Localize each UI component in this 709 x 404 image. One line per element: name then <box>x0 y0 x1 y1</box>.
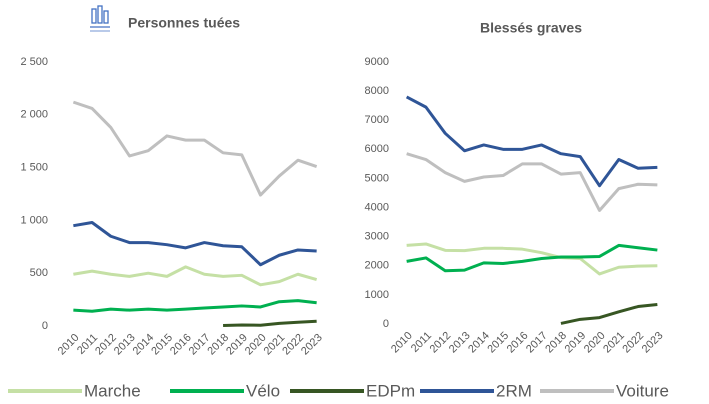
y-tick-label: 2000 <box>365 260 389 272</box>
y-tick-label: 6000 <box>365 143 389 155</box>
x-tick-label: 2014 <box>466 330 492 356</box>
y-tick-label: 1 000 <box>20 214 48 226</box>
x-tick-label: 2018 <box>543 330 569 356</box>
x-tick-label: 2013 <box>447 330 473 356</box>
legend-label: EDPm <box>366 381 415 400</box>
x-tick-label: 2017 <box>524 330 550 356</box>
y-tick-label: 4000 <box>365 201 389 213</box>
x-tick-label: 2012 <box>428 330 454 356</box>
x-tick-label: 2016 <box>505 330 531 356</box>
y-tick-label: 0 <box>383 318 389 330</box>
y-tick-label: 3000 <box>365 231 389 243</box>
x-tick-label: 2019 <box>563 330 589 356</box>
legend-label: Voiture <box>616 381 669 400</box>
y-tick-label: 1000 <box>365 289 389 301</box>
series-line <box>406 243 658 273</box>
y-tick-label: 5000 <box>365 172 389 184</box>
legend-label: Marche <box>84 381 141 400</box>
x-tick-label: 2015 <box>485 330 511 356</box>
legend-label: Vélo <box>246 381 280 400</box>
series-line <box>223 319 317 327</box>
x-tick-label: 2023 <box>640 330 666 356</box>
series-line <box>406 242 658 276</box>
y-tick-label: 2 000 <box>20 109 48 121</box>
x-tick-label: 2023 <box>299 332 325 358</box>
x-tick-label: 2020 <box>582 330 608 356</box>
y-tick-label: 9000 <box>365 56 389 68</box>
legend-label: 2RM <box>496 381 532 400</box>
series-line <box>73 221 317 267</box>
series-line <box>73 299 317 313</box>
series-line <box>560 303 658 325</box>
series-line <box>405 95 658 188</box>
y-tick-label: 1 500 <box>20 162 48 174</box>
logo <box>90 5 110 32</box>
y-tick-label: 0 <box>42 320 48 332</box>
chart-title: Blessés graves <box>480 20 582 36</box>
x-tick-label: 2010 <box>389 330 415 356</box>
y-tick-label: 7000 <box>365 114 389 126</box>
series-line <box>73 265 318 287</box>
chart-title: Personnes tuées <box>128 15 240 31</box>
y-tick-label: 500 <box>30 267 48 279</box>
series-line <box>406 152 658 212</box>
series-line <box>72 100 318 197</box>
y-tick-label: 2 500 <box>20 56 48 68</box>
x-tick-label: 2021 <box>601 330 627 356</box>
y-tick-label: 8000 <box>365 85 389 97</box>
x-tick-label: 2022 <box>620 330 646 356</box>
